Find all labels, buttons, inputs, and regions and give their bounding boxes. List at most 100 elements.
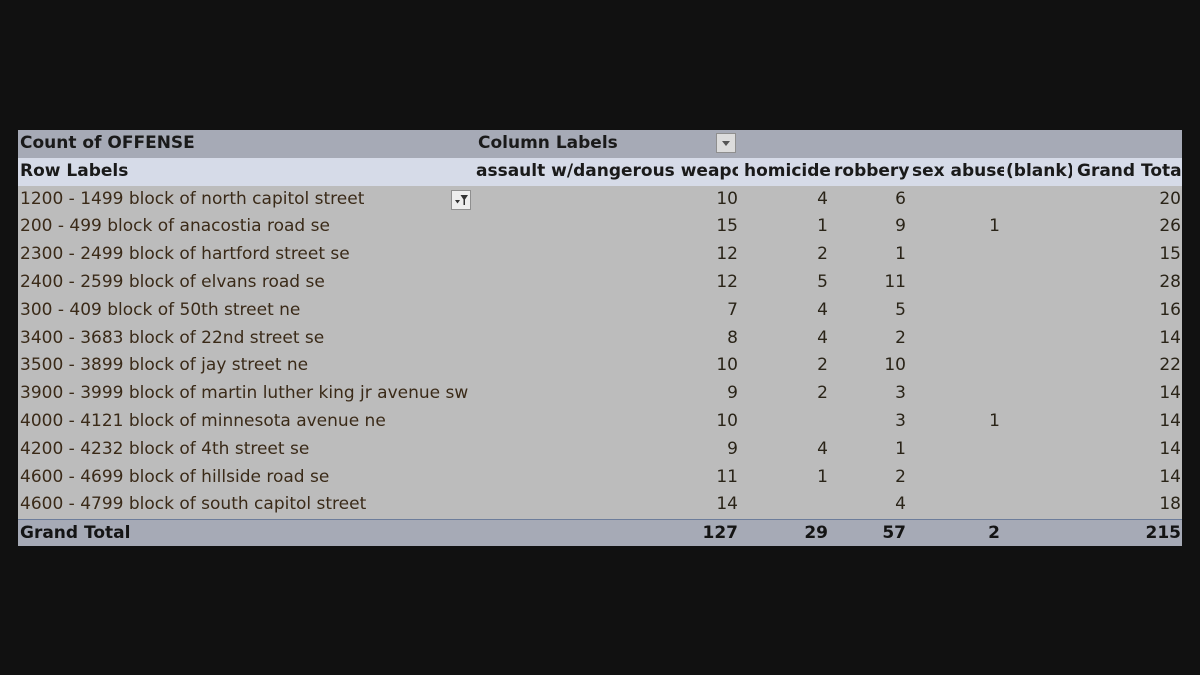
value-cell-grand-total[interactable]: 22 bbox=[1159, 355, 1181, 376]
value-cell-sex-abuse[interactable] bbox=[908, 352, 1000, 380]
row-label-cell[interactable]: 4600 - 4799 block of south capitol stree… bbox=[20, 494, 367, 515]
value-cell-robbery[interactable]: 4 bbox=[895, 494, 906, 515]
value-cell-homicide[interactable]: 4 bbox=[817, 299, 828, 320]
value-cell-homicide[interactable]: 1 bbox=[817, 216, 828, 237]
column-labels-filter-button[interactable] bbox=[716, 133, 736, 153]
value-cell-assault[interactable]: 15 bbox=[716, 216, 738, 237]
row-labels-header[interactable]: Row Labels bbox=[20, 160, 129, 181]
value-cell-sex-abuse[interactable] bbox=[908, 491, 1000, 519]
value-cell-robbery[interactable]: 3 bbox=[895, 383, 906, 404]
value-cell-sex-abuse[interactable] bbox=[908, 380, 1000, 408]
value-cell-grand-total[interactable]: 14 bbox=[1159, 383, 1181, 404]
grand-total-grand-total[interactable]: 215 bbox=[1145, 523, 1182, 544]
value-cell-assault[interactable]: 14 bbox=[716, 494, 738, 515]
value-cell-blank[interactable] bbox=[1002, 269, 1070, 297]
value-cell-blank[interactable] bbox=[1002, 408, 1070, 436]
pivot-title[interactable]: Count of OFFENSE bbox=[20, 133, 195, 153]
value-cell-robbery[interactable]: 3 bbox=[895, 411, 906, 431]
row-label-cell[interactable]: 3500 - 3899 block of jay street ne bbox=[20, 355, 309, 376]
row-label-cell[interactable]: 3900 - 3999 block of martin luther king … bbox=[20, 383, 469, 404]
value-cell-assault[interactable]: 11 bbox=[716, 466, 738, 487]
value-cell-homicide[interactable]: 5 bbox=[817, 272, 828, 292]
value-cell-assault[interactable]: 12 bbox=[716, 244, 738, 265]
grand-total-sex-abuse[interactable]: 2 bbox=[988, 523, 1000, 544]
value-cell-robbery[interactable]: 6 bbox=[895, 188, 906, 209]
value-cell-assault[interactable]: 10 bbox=[716, 355, 738, 376]
column-header-blank[interactable]: (blank) bbox=[1006, 160, 1072, 181]
value-cell-homicide[interactable]: 2 bbox=[817, 244, 828, 265]
value-cell-blank[interactable] bbox=[1002, 325, 1070, 353]
column-header-homicide[interactable]: homicide bbox=[744, 160, 830, 181]
value-cell-grand-total[interactable]: 14 bbox=[1159, 466, 1181, 487]
grand-total-label[interactable]: Grand Total bbox=[20, 523, 131, 544]
row-label-cell[interactable]: 1200 - 1499 block of north capitol stree… bbox=[20, 188, 365, 209]
value-cell-blank[interactable] bbox=[1002, 241, 1070, 269]
value-cell-sex-abuse[interactable] bbox=[908, 269, 1000, 297]
value-cell-assault[interactable]: 9 bbox=[727, 438, 738, 459]
value-cell-blank[interactable] bbox=[1002, 186, 1070, 214]
grand-total-robbery[interactable]: 57 bbox=[882, 523, 906, 544]
row-label-cell[interactable]: 4600 - 4699 block of hillside road se bbox=[20, 466, 330, 487]
row-label-cell[interactable]: 300 - 409 block of 50th street ne bbox=[20, 299, 301, 320]
value-cell-blank[interactable] bbox=[1002, 297, 1070, 325]
value-cell-blank[interactable] bbox=[1002, 491, 1070, 519]
value-cell-homicide[interactable]: 4 bbox=[817, 438, 828, 459]
value-cell-homicide[interactable]: 1 bbox=[817, 466, 828, 487]
row-labels-filter-button[interactable] bbox=[451, 189, 471, 210]
value-cell-sex-abuse[interactable]: 1 bbox=[989, 216, 1000, 237]
value-cell-grand-total[interactable]: 14 bbox=[1159, 327, 1181, 348]
column-labels-header[interactable]: Column Labels bbox=[478, 133, 618, 153]
value-cell-grand-total[interactable]: 16 bbox=[1159, 299, 1181, 320]
value-cell-robbery[interactable]: 9 bbox=[895, 216, 906, 237]
value-cell-sex-abuse[interactable] bbox=[908, 186, 1000, 214]
value-cell-robbery[interactable]: 2 bbox=[895, 466, 906, 487]
value-cell-blank[interactable] bbox=[1002, 213, 1070, 241]
value-cell-blank[interactable] bbox=[1002, 436, 1070, 464]
value-cell-robbery[interactable]: 10 bbox=[884, 355, 906, 376]
column-header-assault[interactable]: assault w/dangerous weapon bbox=[476, 160, 738, 181]
row-label-cell[interactable]: 4200 - 4232 block of 4th street se bbox=[20, 438, 310, 459]
value-cell-robbery[interactable]: 1 bbox=[895, 244, 906, 265]
value-cell-assault[interactable]: 10 bbox=[716, 411, 738, 431]
value-cell-sex-abuse[interactable] bbox=[908, 241, 1000, 269]
value-cell-assault[interactable]: 10 bbox=[716, 188, 738, 209]
value-cell-sex-abuse[interactable] bbox=[908, 464, 1000, 492]
value-cell-sex-abuse[interactable]: 1 bbox=[989, 411, 1000, 431]
value-cell-blank[interactable] bbox=[1002, 464, 1070, 492]
column-header-robbery[interactable]: robbery bbox=[834, 160, 910, 181]
value-cell-sex-abuse[interactable] bbox=[908, 297, 1000, 325]
row-label-cell[interactable]: 2400 - 2599 block of elvans road se bbox=[20, 272, 325, 292]
row-label-cell[interactable]: 3400 - 3683 block of 22nd street se bbox=[20, 327, 325, 348]
value-cell-assault[interactable]: 9 bbox=[727, 383, 738, 404]
value-cell-grand-total[interactable]: 26 bbox=[1159, 216, 1181, 237]
value-cell-assault[interactable]: 8 bbox=[727, 327, 738, 348]
grand-total-assault[interactable]: 127 bbox=[702, 523, 739, 544]
row-label-cell[interactable]: 200 - 499 block of anacostia road se bbox=[20, 216, 330, 237]
value-cell-grand-total[interactable]: 28 bbox=[1159, 272, 1181, 292]
value-cell-homicide[interactable]: 2 bbox=[817, 355, 828, 376]
value-cell-homicide[interactable]: 4 bbox=[817, 188, 828, 209]
row-label-cell[interactable]: 2300 - 2499 block of hartford street se bbox=[20, 244, 350, 265]
value-cell-grand-total[interactable]: 18 bbox=[1159, 494, 1181, 515]
value-cell-grand-total[interactable]: 14 bbox=[1159, 411, 1181, 431]
column-header-grand-total[interactable]: Grand Total bbox=[1077, 160, 1181, 181]
value-cell-grand-total[interactable]: 20 bbox=[1159, 188, 1181, 209]
value-cell-blank[interactable] bbox=[1002, 380, 1070, 408]
value-cell-blank[interactable] bbox=[1002, 352, 1070, 380]
value-cell-sex-abuse[interactable] bbox=[908, 325, 1000, 353]
row-label-cell[interactable]: 4000 - 4121 block of minnesota avenue ne bbox=[20, 411, 386, 431]
value-cell-homicide[interactable] bbox=[740, 408, 828, 436]
value-cell-homicide[interactable]: 2 bbox=[817, 383, 828, 404]
grand-total-homicide[interactable]: 29 bbox=[804, 523, 828, 544]
value-cell-grand-total[interactable]: 14 bbox=[1159, 438, 1181, 459]
value-cell-homicide[interactable] bbox=[740, 491, 828, 519]
value-cell-robbery[interactable]: 1 bbox=[895, 438, 906, 459]
value-cell-robbery[interactable]: 5 bbox=[895, 299, 906, 320]
value-cell-sex-abuse[interactable] bbox=[908, 436, 1000, 464]
column-header-sex-abuse[interactable]: sex abuse bbox=[912, 160, 1004, 181]
grand-total-blank[interactable] bbox=[1002, 520, 1070, 546]
value-cell-robbery[interactable]: 2 bbox=[895, 327, 906, 348]
value-cell-robbery[interactable]: 11 bbox=[884, 272, 906, 292]
value-cell-grand-total[interactable]: 15 bbox=[1159, 244, 1181, 265]
value-cell-assault[interactable]: 12 bbox=[716, 272, 738, 292]
